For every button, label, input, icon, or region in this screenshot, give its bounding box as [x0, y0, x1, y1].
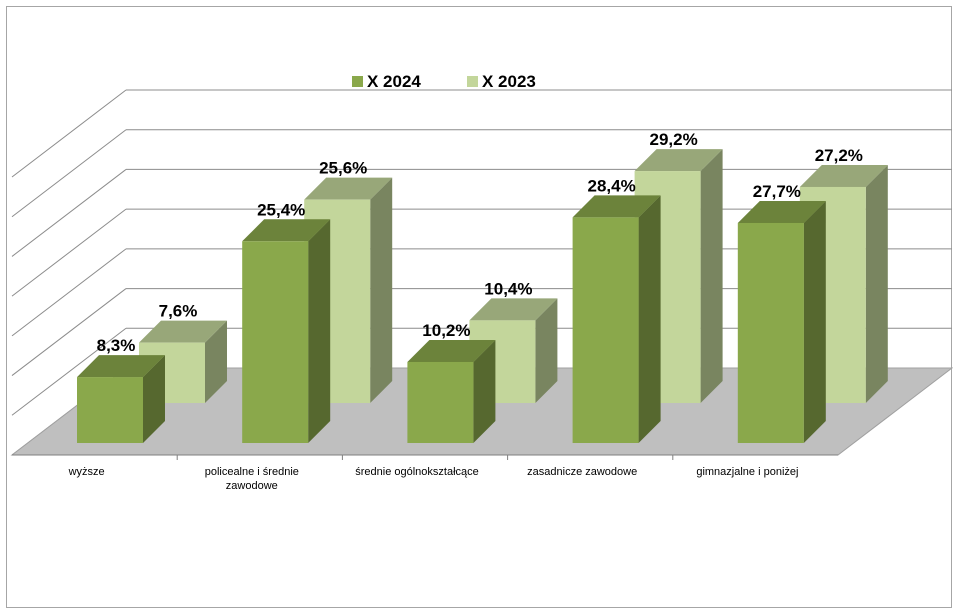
data-label: 8,3%: [97, 336, 136, 355]
bar-top: [634, 149, 723, 172]
bar-x2024: [242, 219, 331, 443]
legend-swatch: [467, 76, 478, 87]
data-label: 10,2%: [422, 321, 470, 340]
data-label: 29,2%: [649, 130, 697, 149]
bar-front: [572, 217, 639, 443]
bar-side: [535, 298, 558, 403]
data-label: 25,4%: [257, 200, 305, 219]
bar-side: [143, 355, 165, 443]
bar-side: [803, 200, 826, 443]
bar-top: [572, 195, 661, 218]
bar-side: [865, 164, 888, 403]
category-axis: wyższe policealne i średnie zawodowe średni…: [68, 455, 798, 492]
bar-side: [205, 320, 227, 403]
data-label: 7,6%: [159, 302, 198, 321]
category-label: policealne i średnie zawodowe: [205, 466, 299, 492]
bar-front: [407, 361, 474, 443]
bar-top: [799, 164, 888, 187]
bar-top: [469, 298, 558, 321]
data-labels: 7,6% 25,6% 10,4% 29,2% 27,2% 8,3% 25,4% 10,2% 28…: [97, 130, 863, 355]
data-label: 10,4%: [484, 279, 532, 298]
gridline-side: [11, 327, 127, 416]
gridline-side: [11, 248, 127, 337]
bar-top: [304, 177, 393, 200]
bar-top: [737, 200, 826, 223]
bars: [77, 149, 888, 443]
bar-x2024: [77, 355, 165, 443]
bar-x2024: [572, 195, 661, 443]
bar-x2024: [737, 200, 826, 443]
data-label: 28,4%: [587, 176, 635, 195]
category-label: wyższe: [68, 466, 105, 478]
bar-top: [77, 355, 165, 378]
bar-side: [308, 219, 331, 443]
legend-label: X 2023: [482, 72, 536, 91]
bar-top: [139, 320, 227, 343]
category-label: gimnazjalne i poniżej: [696, 466, 798, 478]
bar-x2023: [139, 320, 227, 403]
bar-front: [242, 241, 309, 443]
bar-x2024: [407, 339, 496, 443]
gridline-side: [11, 89, 127, 178]
category-label: średnie ogólnokształcące: [355, 466, 479, 478]
gridline-side: [11, 129, 127, 218]
data-label: 27,2%: [815, 146, 863, 165]
gridline-side: [11, 169, 127, 257]
bar-top: [242, 219, 331, 242]
gridline-side: [11, 208, 127, 297]
category-label: zasadnicze zawodowe: [527, 466, 637, 478]
legend: X 2024 X 2023: [352, 72, 536, 91]
legend-swatch: [352, 76, 363, 87]
data-label: 25,6%: [319, 159, 367, 178]
bar-front: [77, 377, 143, 443]
bar-side: [700, 149, 723, 403]
bar-side: [473, 339, 496, 443]
data-label: 27,7%: [753, 182, 801, 201]
bar-front: [737, 222, 804, 443]
bar-side: [370, 177, 393, 403]
gridline-side: [11, 288, 127, 376]
bar-top: [407, 339, 496, 362]
bar-side: [638, 195, 661, 443]
legend-label: X 2024: [367, 72, 421, 91]
